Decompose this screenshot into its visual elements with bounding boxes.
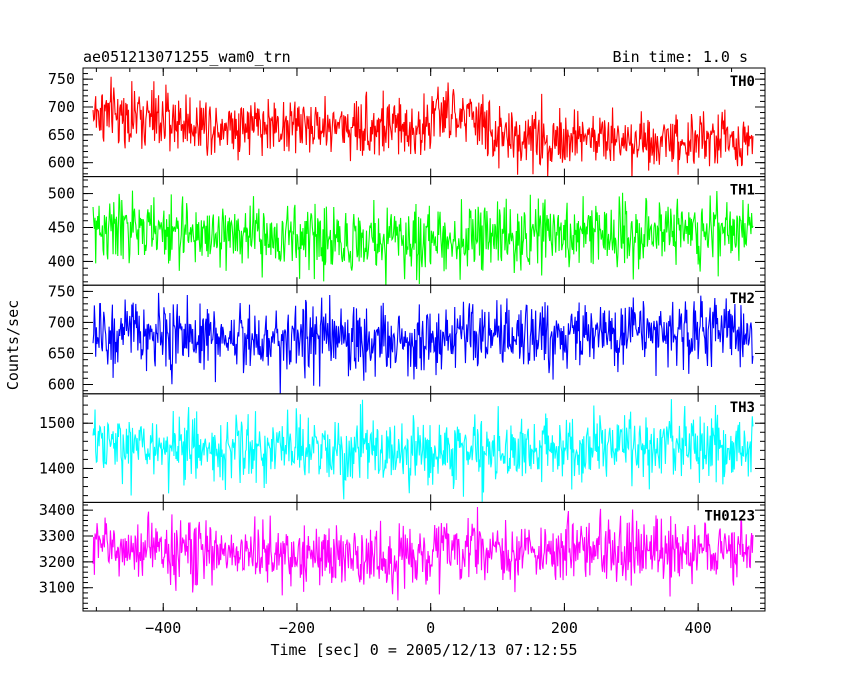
y-tick-label: 500 <box>48 185 75 203</box>
y-tick-label: 700 <box>48 98 75 116</box>
series-th1 <box>92 190 754 286</box>
x-tick-label: 400 <box>685 619 712 637</box>
y-tick-label: 1500 <box>39 414 75 432</box>
panel-name-label: TH1 <box>730 183 755 199</box>
y-axis-label: Counts/sec <box>4 300 22 390</box>
y-tick-label: 400 <box>48 252 75 270</box>
panels-group: 600 650 700 750 TH0 400 450 500 TH1 600 650 700 750 T… <box>39 67 766 612</box>
panel-name-label: TH2 <box>730 291 755 307</box>
y-tick-label: 700 <box>48 313 75 331</box>
x-axis-label: Time [sec] 0 = 2005/12/13 07:12:55 <box>270 641 577 659</box>
panel-name-label: TH3 <box>730 400 755 416</box>
bin-time-label: Bin time: 1.0 s <box>613 48 748 66</box>
series-th3 <box>92 399 754 502</box>
x-tick-label: −400 <box>145 619 181 637</box>
y-tick-label: 600 <box>48 154 75 172</box>
y-tick-label: 3300 <box>39 527 75 545</box>
panel-th2: 600 650 700 750 TH2 <box>48 282 766 395</box>
y-tick-label: 3400 <box>39 501 75 519</box>
panel-th3: 1400 1500 TH3 <box>39 393 766 503</box>
x-tick-label: 0 <box>426 619 435 637</box>
panel-name-label: TH0 <box>730 74 755 90</box>
series-th0 <box>92 76 754 177</box>
x-axis: −400 −200 0 200 400 <box>95 68 766 637</box>
y-tick-label: 600 <box>48 375 75 393</box>
panel-name-label: TH0123 <box>704 508 755 524</box>
panel-th0123: 3100 3200 3300 3400 TH0123 <box>39 501 766 612</box>
panel-th0: 600 650 700 750 TH0 <box>48 67 766 178</box>
series-th0123 <box>92 507 754 601</box>
panel-th1: 400 450 500 TH1 <box>48 176 766 286</box>
y-tick-label: 450 <box>48 219 75 237</box>
y-tick-label: 750 <box>48 70 75 88</box>
y-tick-label: 3100 <box>39 579 75 597</box>
x-tick-label: 200 <box>551 619 578 637</box>
chart-title: ae051213071255_wam0_trn <box>83 48 291 66</box>
y-tick-label: 3200 <box>39 553 75 571</box>
y-tick-label: 750 <box>48 282 75 300</box>
x-tick-label: −200 <box>279 619 315 637</box>
y-tick-label: 1400 <box>39 459 75 477</box>
y-tick-label: 650 <box>48 344 75 362</box>
series-th2 <box>92 292 754 394</box>
y-tick-label: 650 <box>48 126 75 144</box>
